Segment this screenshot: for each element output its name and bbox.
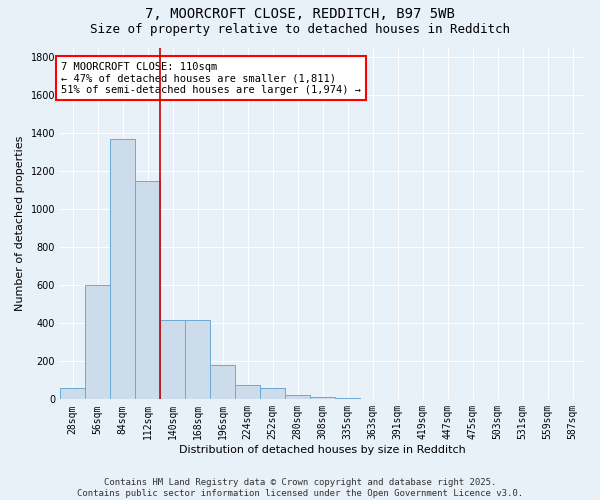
Bar bbox=[110, 139, 135, 400]
Bar bbox=[160, 320, 185, 400]
Bar bbox=[135, 180, 160, 400]
Text: 7 MOORCROFT CLOSE: 110sqm
← 47% of detached houses are smaller (1,811)
51% of se: 7 MOORCROFT CLOSE: 110sqm ← 47% of detac… bbox=[61, 62, 361, 95]
Bar bbox=[85, 285, 110, 400]
Bar bbox=[60, 388, 85, 400]
Bar bbox=[235, 385, 260, 400]
Bar bbox=[210, 365, 235, 400]
Bar bbox=[310, 398, 335, 400]
Bar bbox=[285, 394, 310, 400]
Text: 7, MOORCROFT CLOSE, REDDITCH, B97 5WB: 7, MOORCROFT CLOSE, REDDITCH, B97 5WB bbox=[145, 8, 455, 22]
Text: Contains HM Land Registry data © Crown copyright and database right 2025.
Contai: Contains HM Land Registry data © Crown c… bbox=[77, 478, 523, 498]
X-axis label: Distribution of detached houses by size in Redditch: Distribution of detached houses by size … bbox=[179, 445, 466, 455]
Bar bbox=[185, 320, 210, 400]
Text: Size of property relative to detached houses in Redditch: Size of property relative to detached ho… bbox=[90, 22, 510, 36]
Y-axis label: Number of detached properties: Number of detached properties bbox=[15, 136, 25, 311]
Bar bbox=[260, 388, 285, 400]
Bar bbox=[335, 398, 360, 400]
